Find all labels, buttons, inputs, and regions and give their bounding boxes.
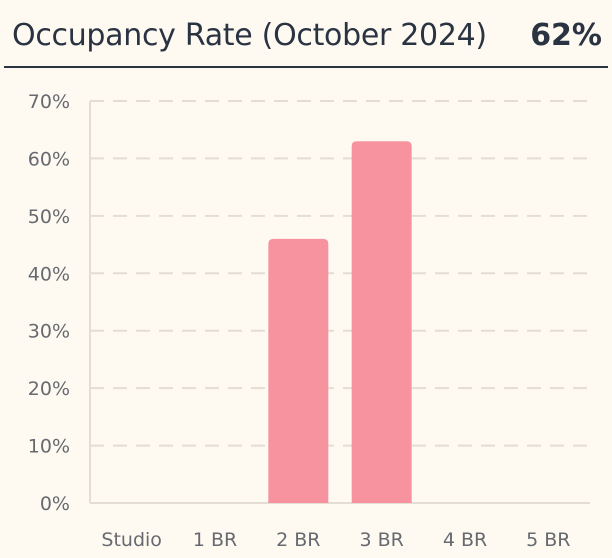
bar-3-br xyxy=(351,141,412,503)
y-tick-label: 10% xyxy=(28,436,70,458)
x-tick-label: 2 BR xyxy=(276,529,320,551)
widget-header: Occupancy Rate (October 2024) 62% xyxy=(4,0,608,68)
x-axis: Studio 1 BR 2 BR 3 BR 4 BR 5 BR xyxy=(101,529,570,551)
y-tick-label: 60% xyxy=(28,148,70,170)
y-axis: 0% 10% 20% 30% 40% 50% 60% 70% xyxy=(28,91,70,515)
y-tick-label: 50% xyxy=(28,206,70,228)
grid-layer xyxy=(89,100,590,504)
y-tick-label: 20% xyxy=(28,378,70,400)
x-tick-label: 1 BR xyxy=(193,529,237,551)
chart-title: Occupancy Rate (October 2024) xyxy=(12,18,487,53)
headline-value: 62% xyxy=(530,18,602,53)
x-tick-label: 4 BR xyxy=(443,529,487,551)
bar-2-br xyxy=(268,238,329,504)
x-tick-label: 5 BR xyxy=(526,529,570,551)
y-tick-label: 0% xyxy=(40,493,70,515)
y-tick-label: 70% xyxy=(28,91,70,113)
bars xyxy=(268,141,412,504)
y-tick-label: 30% xyxy=(28,321,70,343)
x-tick-label: 3 BR xyxy=(359,529,403,551)
x-tick-label: Studio xyxy=(101,529,162,551)
y-tick-label: 40% xyxy=(28,263,70,285)
